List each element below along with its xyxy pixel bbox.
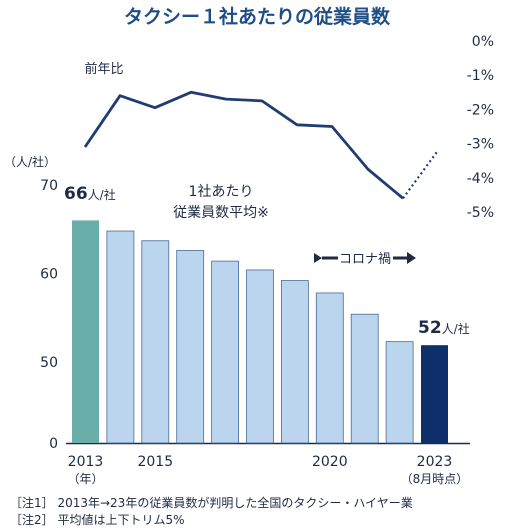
covid-annotation: コロナ禍 [314, 251, 416, 267]
bar-2021 [350, 313, 379, 444]
y2-tick-label: -1% [467, 68, 494, 84]
bar-2020 [315, 292, 344, 444]
y2-tick-label: -3% [467, 137, 494, 153]
y-unit-label: （人/社） [4, 154, 56, 169]
bar-2016 [176, 250, 205, 444]
note-2: ［注2］ 平均値は上下トリム5% [10, 512, 185, 527]
x-tick-label: 2020 [312, 454, 348, 470]
y-tick-label: 60 [40, 267, 58, 283]
bar-2013 [72, 220, 99, 443]
bar-2022 [385, 341, 414, 444]
covid-arrow-left-head [314, 253, 322, 263]
bar-series-label-line2: 従業員数平均※ [173, 205, 269, 221]
chart-title: タクシー１社あたりの従業員数 [124, 5, 391, 28]
yoy-projection-line [402, 149, 439, 199]
y-tick-label: 0 [49, 436, 58, 452]
yoy-line [83, 90, 404, 200]
line-series-label: 前年比 [84, 61, 123, 77]
bar-2014 [106, 230, 135, 444]
last-bar-value-label: 52人/社 [418, 318, 470, 338]
y-tick-label: 70 [40, 178, 58, 194]
x-sublabel-first: （年） [67, 472, 103, 486]
first-bar-value: 66 [64, 184, 88, 204]
bar-2019 [280, 280, 309, 444]
bar-2015 [141, 240, 170, 444]
x-tick-label: 2015 [137, 454, 173, 470]
last-bar-value: 52 [418, 318, 442, 338]
y2-tick-label: 0% [472, 34, 494, 50]
bar-series-label-line1: 1社あたり [189, 184, 254, 200]
covid-arrow-right-head [407, 252, 416, 264]
x-tick-label: 2013 [68, 454, 104, 470]
y2-tick-label: -4% [467, 171, 494, 187]
first-bar-value-label: 66人/社 [64, 184, 116, 204]
bar-2023 [421, 345, 448, 443]
last-bar-unit: 人/社 [442, 321, 470, 336]
y2-tick-label: -5% [467, 205, 494, 221]
y2-tick-label: -2% [467, 102, 494, 118]
svg-text:52人/社: 52人/社 [418, 318, 470, 338]
covid-label: コロナ禍 [339, 251, 391, 267]
bar-2018 [246, 269, 274, 444]
svg-text:66人/社: 66人/社 [64, 184, 116, 204]
first-bar-unit: 人/社 [88, 187, 116, 202]
x-tick-label: 2023 [417, 454, 453, 470]
bar-2017 [211, 260, 240, 444]
x-sublabel-last: （8月時点） [401, 472, 469, 486]
y-tick-label: 50 [40, 355, 58, 371]
note-1: ［注1］ 2013年→23年の従業員数が判明した全国のタクシー・ハイヤー業 [10, 495, 413, 510]
